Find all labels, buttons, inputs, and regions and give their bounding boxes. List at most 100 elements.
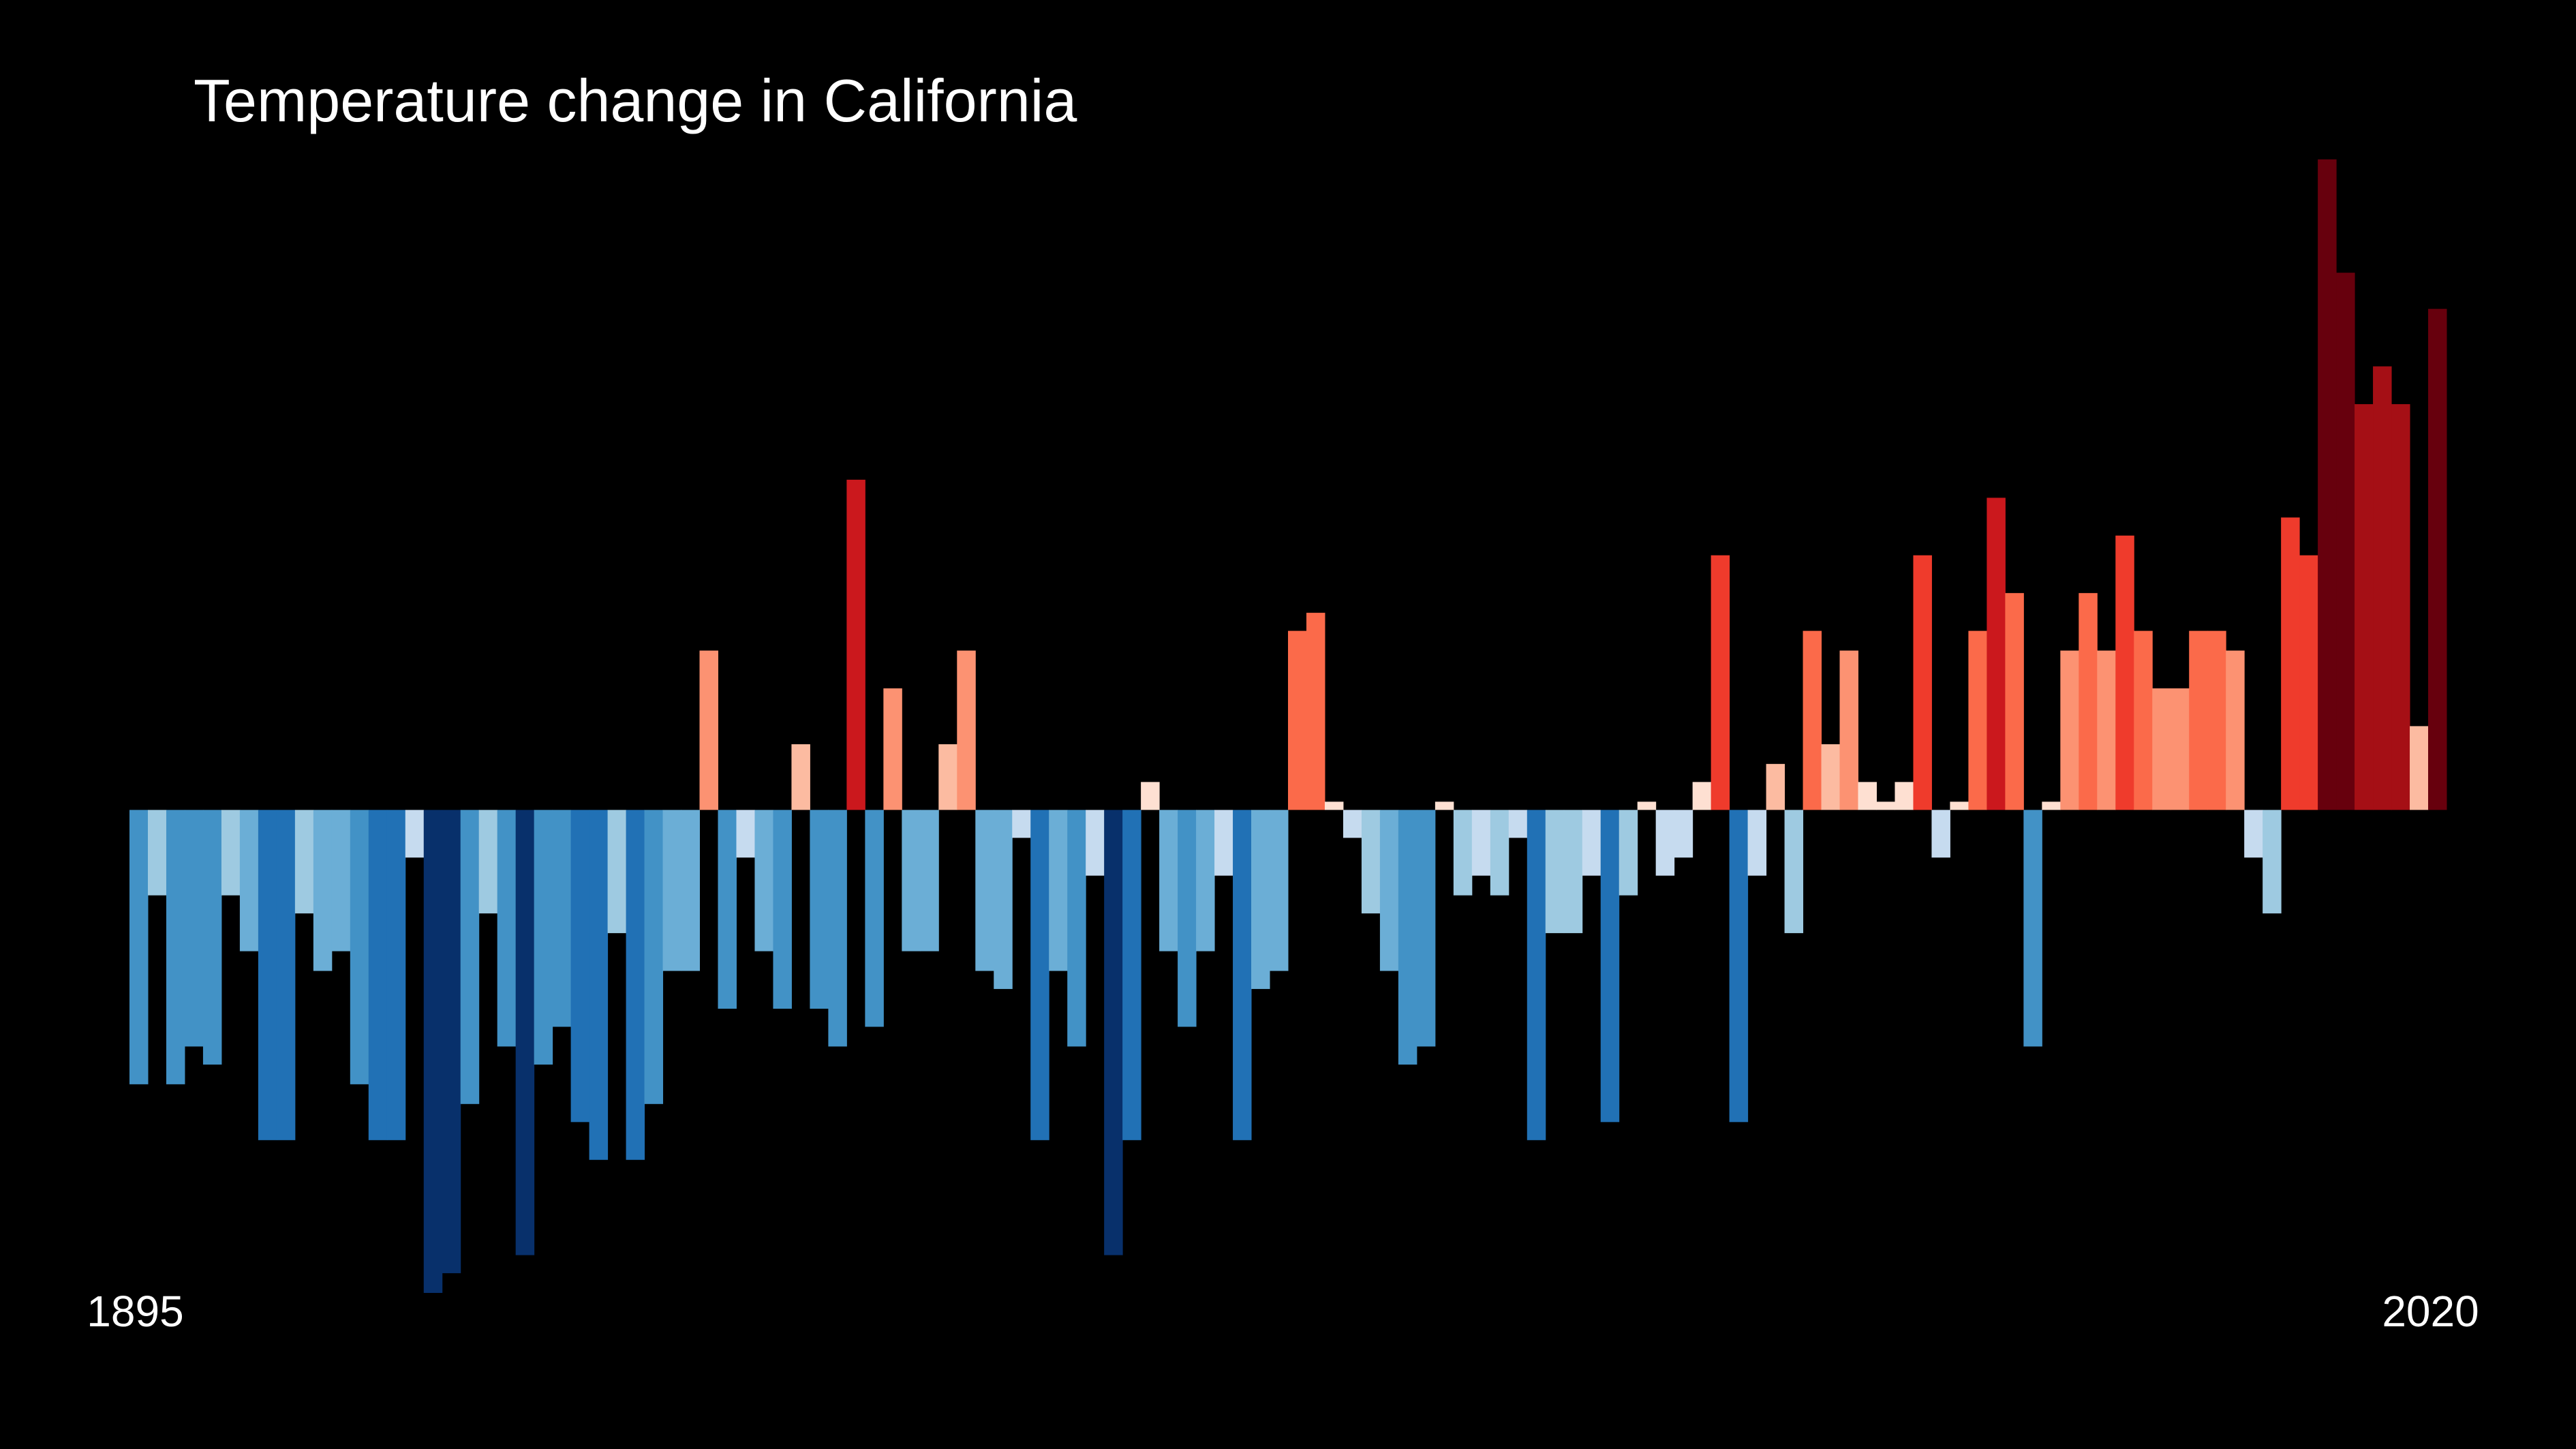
bar <box>1913 555 1932 810</box>
bar <box>1563 810 1583 934</box>
bar <box>386 810 406 1140</box>
bar <box>1876 802 1895 810</box>
bar <box>350 810 369 1084</box>
bar <box>1214 810 1233 876</box>
bar <box>1233 810 1252 1140</box>
bar <box>221 810 241 896</box>
bar <box>239 810 259 951</box>
bar <box>2244 810 2263 858</box>
bar <box>718 810 737 1009</box>
bar <box>534 810 553 1065</box>
bar <box>1784 810 1804 934</box>
bar <box>938 744 957 810</box>
bar <box>1361 810 1381 914</box>
bar <box>1545 810 1565 934</box>
bar <box>1895 782 1914 810</box>
bar <box>1821 744 1841 810</box>
bar <box>2263 810 2282 914</box>
bar <box>2134 630 2153 810</box>
bar <box>166 810 185 1084</box>
bar <box>1711 555 1730 810</box>
bar <box>1803 630 1822 810</box>
bar <box>1582 810 1601 876</box>
bar <box>902 810 921 951</box>
bar <box>1471 810 1491 876</box>
bar <box>405 810 425 858</box>
bar <box>129 810 149 1084</box>
bar <box>1950 802 1969 810</box>
bar <box>331 810 351 951</box>
bar <box>865 810 884 1027</box>
chart-title: Temperature change in California <box>194 67 1077 134</box>
bar <box>2115 535 2134 810</box>
bar <box>1600 810 1620 1123</box>
bar <box>1159 810 1178 951</box>
bar <box>1104 810 1123 1255</box>
bar <box>2023 810 2042 1047</box>
bar <box>1306 613 1325 810</box>
bar <box>552 810 572 1027</box>
bar <box>1343 810 1362 838</box>
bar <box>478 810 498 914</box>
bar <box>736 810 755 858</box>
bar <box>1692 782 1712 810</box>
bar <box>1086 810 1105 876</box>
bar <box>1637 802 1657 810</box>
bar <box>1858 782 1877 810</box>
bar <box>1178 810 1197 1027</box>
bar <box>1324 802 1344 810</box>
bar <box>1288 630 1307 810</box>
bar <box>810 810 829 1009</box>
bar <box>846 479 865 810</box>
x-tick-label: 2020 <box>2382 1287 2479 1336</box>
bar <box>1490 810 1509 896</box>
bar <box>1251 810 1270 990</box>
bar <box>2060 650 2079 810</box>
bar <box>2428 309 2447 810</box>
bar <box>754 810 773 951</box>
bar <box>1435 802 1454 810</box>
bar <box>258 810 277 1140</box>
bar <box>2299 555 2318 810</box>
bar <box>1379 810 1399 971</box>
bar <box>1674 810 1693 858</box>
bar <box>276 810 296 1140</box>
bar <box>202 810 222 1065</box>
bar <box>1987 498 2006 810</box>
bar <box>515 810 535 1255</box>
bar <box>497 810 517 1047</box>
bar <box>294 810 314 914</box>
bar <box>2097 650 2116 810</box>
bar <box>2226 650 2245 810</box>
bar <box>773 810 792 1009</box>
bar <box>1416 810 1436 1047</box>
bar <box>1196 810 1215 951</box>
bar <box>1141 782 1160 810</box>
bar <box>368 810 388 1140</box>
bar <box>2391 403 2410 810</box>
bar <box>2079 593 2098 810</box>
x-tick-label: 1895 <box>87 1287 183 1336</box>
bar <box>1122 810 1141 1140</box>
bar <box>2207 630 2226 810</box>
bar <box>2005 593 2024 810</box>
bar <box>920 810 939 951</box>
bar <box>699 650 718 810</box>
bar <box>1453 810 1473 896</box>
bar <box>2318 159 2337 810</box>
bar <box>1968 630 1987 810</box>
bar <box>1527 810 1546 1140</box>
bar <box>442 810 461 1274</box>
bar <box>2336 273 2355 810</box>
bar <box>791 744 810 810</box>
bar <box>1270 810 1289 971</box>
bar <box>460 810 480 1104</box>
bar <box>2281 517 2300 810</box>
bar <box>681 810 701 971</box>
bar <box>1729 810 1749 1123</box>
bar <box>1067 810 1086 1047</box>
bar <box>626 810 645 1160</box>
bar <box>662 810 682 971</box>
bar <box>2410 726 2429 810</box>
bar <box>313 810 333 971</box>
